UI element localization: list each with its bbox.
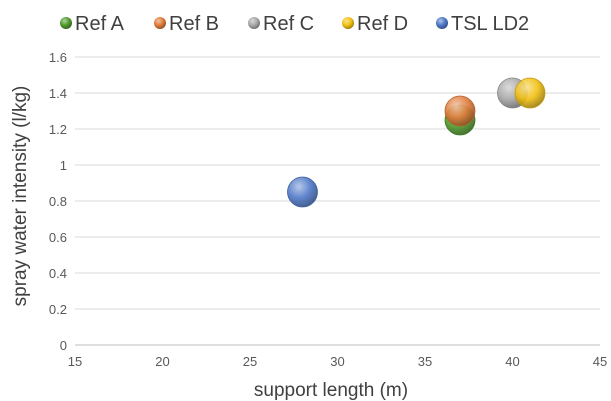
data-point (514, 77, 546, 109)
x-tick-label: 30 (330, 354, 344, 369)
legend-label: Ref A (75, 13, 125, 35)
y-tick-label: 1 (60, 158, 67, 173)
y-tick-label: 1.6 (49, 50, 67, 65)
gridlines (75, 56, 600, 346)
y-tick-label: 1.2 (49, 122, 67, 137)
legend-marker (342, 17, 354, 29)
x-axis-title: support length (m) (254, 380, 408, 401)
y-axis-ticks: 0 0.2 0.4 0.6 0.8 1 1.2 1.4 1.6 (49, 50, 67, 353)
legend: Ref A Ref B Ref C Ref D TSL LD2 (60, 13, 529, 35)
y-tick-label: 0.4 (49, 266, 67, 281)
y-axis-title: spray water intensity (l/kg) (10, 86, 31, 307)
legend-label: Ref D (357, 13, 408, 35)
y-tick-label: 1.4 (49, 86, 67, 101)
x-tick-label: 40 (505, 354, 519, 369)
legend-label: Ref B (169, 13, 219, 35)
x-tick-label: 15 (68, 354, 82, 369)
legend-marker (60, 17, 72, 29)
data-points (287, 77, 546, 208)
legend-marker (436, 17, 448, 29)
x-tick-label: 25 (243, 354, 257, 369)
data-point (287, 176, 318, 208)
legend-label: TSL LD2 (451, 13, 529, 35)
legend-marker (154, 17, 166, 29)
y-tick-label: 0.8 (49, 194, 67, 209)
y-tick-label: 0 (60, 338, 67, 353)
y-tick-label: 0.6 (49, 230, 67, 245)
x-tick-label: 35 (418, 354, 432, 369)
y-tick-label: 0.2 (49, 302, 67, 317)
legend-marker (248, 17, 260, 29)
x-tick-label: 45 (593, 354, 607, 369)
legend-label: Ref C (263, 13, 314, 35)
data-point (444, 95, 476, 127)
x-tick-label: 20 (155, 354, 169, 369)
x-axis-ticks: 15 20 25 30 35 40 45 (68, 354, 607, 369)
